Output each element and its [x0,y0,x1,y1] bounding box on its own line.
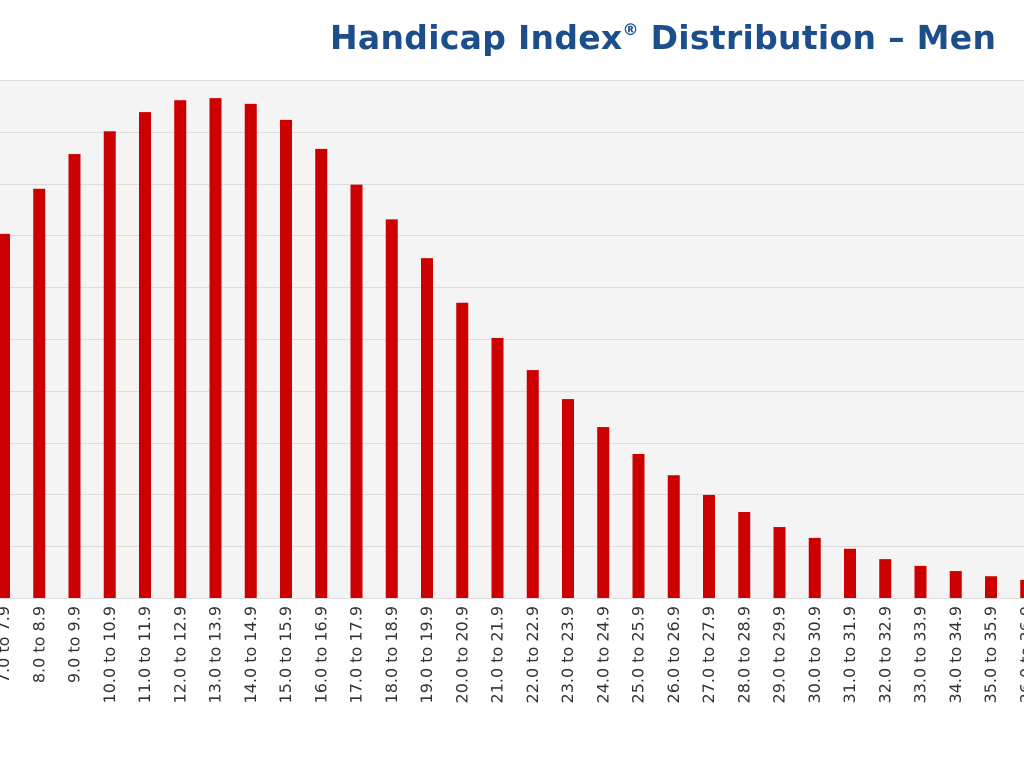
bars [0,98,1024,599]
x-tick-label: 28.0 to 28.9 [734,606,753,703]
bar [949,571,962,598]
x-tick-label: 31.0 to 31.9 [840,606,859,703]
bar [491,337,504,598]
x-tick-label: 10.0 to 10.9 [100,606,119,703]
chart-title: Handicap Index® Distribution – Men [330,18,996,57]
chart-title-text: Handicap Index [330,18,623,57]
x-tick-label: 27.0 to 27.9 [699,606,718,703]
bar [808,537,821,598]
bar [456,302,469,598]
x-tick-label: 14.0 to 14.9 [241,606,260,703]
bar [667,475,680,598]
chart-title-suffix: Distribution – Men [638,18,997,57]
x-tick-label: 17.0 to 17.9 [347,606,366,703]
bar [1020,579,1024,598]
x-tick-label: 25.0 to 25.9 [629,606,648,703]
bar [879,559,892,598]
bar [597,427,610,598]
x-tick-label: 33.0 to 33.9 [911,606,930,703]
x-tick-label: 34.0 to 34.9 [946,606,965,703]
bar [773,527,786,598]
x-tick-label: 7.0 to 7.9 [0,606,13,683]
bar [315,148,328,599]
x-tick-label: 23.0 to 23.9 [558,606,577,703]
x-tick-label: 24.0 to 24.9 [593,606,612,703]
bar [68,154,81,598]
x-axis-tick-labels: 7.0 to 7.9 8.0 to 8.9 9.0 to 9.9 10.0 to 10… [0,606,1024,703]
bar [526,370,539,598]
x-tick-label: 21.0 to 21.9 [488,606,507,703]
x-tick-label: 32.0 to 32.9 [875,606,894,703]
x-tick-label: 15.0 to 15.9 [276,606,295,703]
bar [0,233,10,598]
bar [562,399,574,598]
registered-mark: ® [622,20,639,39]
x-tick-label: 16.0 to 16.9 [311,606,330,703]
x-tick-label: 12.0 to 12.9 [170,606,189,703]
bar [33,188,46,598]
bar [139,112,151,598]
x-tick-label: 36.0 to 36.9 [1016,606,1024,703]
x-tick-label: 9.0 to 9.9 [65,606,84,683]
x-tick-label: 20.0 to 20.9 [452,606,471,703]
bar [103,131,116,599]
x-tick-label: 26.0 to 26.9 [664,606,683,703]
bar [421,258,433,598]
x-tick-label: 18.0 to 18.9 [382,606,401,703]
bar [703,494,715,598]
x-tick-label: 19.0 to 19.9 [417,606,436,703]
bar [985,576,997,598]
bar [350,184,363,599]
bar [844,548,856,598]
x-tick-label: 35.0 to 35.9 [981,606,1000,703]
x-tick-label: 11.0 to 11.9 [135,606,154,703]
x-tick-label: 22.0 to 22.9 [523,606,542,703]
x-tick-label: 13.0 to 13.9 [206,606,225,703]
bar [738,512,751,598]
bar [632,453,645,598]
bar [244,103,257,598]
x-tick-label: 30.0 to 30.9 [805,606,824,703]
gridlines [0,80,1024,599]
bar [385,219,398,599]
bar [209,98,222,598]
bar [280,119,292,599]
bar [914,565,927,598]
x-tick-label: 29.0 to 29.9 [770,606,789,703]
x-tick-label: 8.0 to 8.9 [29,606,48,683]
bar [174,100,187,599]
